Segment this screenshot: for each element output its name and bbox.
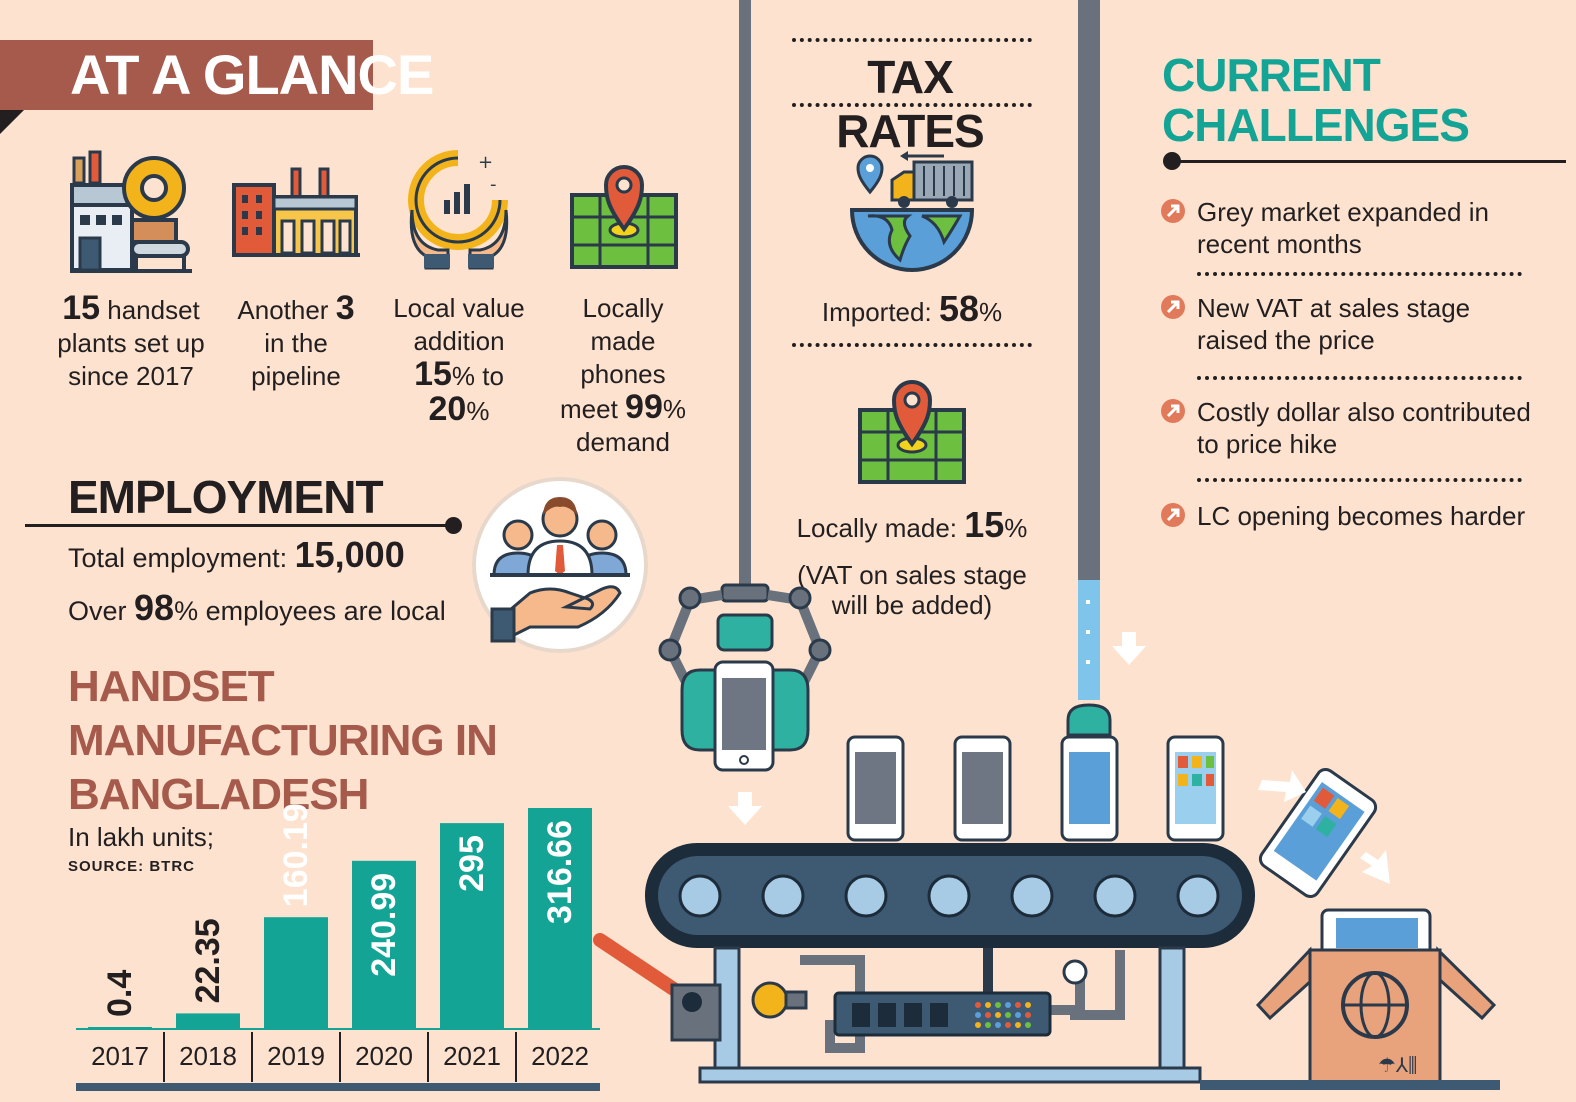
tax-rates-title: TAX RATES: [836, 51, 985, 157]
arrow-bullet-icon: [1161, 199, 1185, 223]
stat-plants: 15 handset plants set up since 2017: [57, 289, 205, 391]
challenges-title-line: CURRENT: [1162, 49, 1381, 101]
employment-rule: [25, 524, 455, 527]
challenge-divider: [1197, 272, 1522, 276]
growth-chart-hands-icon: + -: [408, 150, 509, 270]
tax-divider: [792, 343, 1032, 347]
handset-chart-title: HANDSET MANUFACTURING IN BANGLADESH: [68, 660, 498, 822]
challenges-title-line: CHALLENGES: [1162, 99, 1470, 151]
tax-divider: [792, 103, 1032, 107]
challenges-rule-dot: [1163, 152, 1181, 170]
at-a-glance-title: AT A GLANCE: [70, 43, 434, 106]
chart-category-label: 2018: [179, 1041, 237, 1071]
chart-category-label: 2020: [355, 1041, 413, 1071]
chart-category-label: 2019: [267, 1041, 325, 1071]
tax-locally-made: Locally made: 15%: [796, 504, 1028, 545]
challenge-item: Costly dollar also contributed to price …: [1197, 397, 1531, 459]
arrow-bullet-icon: [1161, 295, 1185, 319]
local-employees: Over 98% employees are local: [68, 587, 446, 628]
handset-title-line: BANGLADESH: [68, 770, 369, 819]
tax-vat-note-line: will be added): [831, 590, 993, 620]
handset-title-line: HANDSET: [68, 662, 275, 711]
chart-category-label: 2017: [91, 1041, 149, 1071]
tax-vat-note: (VAT on sales stage will be added): [792, 560, 1032, 620]
chart-bar: [528, 808, 592, 1029]
challenge-item: Grey market expanded in recent months: [1197, 197, 1489, 259]
tax-vat-note-line: (VAT on sales stage: [797, 560, 1027, 590]
stat-value-addition: Local value addition 15% to 20%: [393, 293, 525, 428]
tax-divider: [792, 38, 1032, 42]
employment-heading: EMPLOYMENT: [68, 471, 384, 523]
map-pin-icon: [858, 380, 966, 484]
chart-value-label: 0.4: [101, 970, 139, 1017]
chart-bar: [352, 860, 416, 1029]
chart-value-label: 22.35: [189, 918, 227, 1003]
svg-text:+: +: [478, 152, 493, 173]
tax-imported: Imported: 58%: [821, 288, 1003, 329]
factory-assembly-illustration: ☂⅄⫼: [593, 0, 1500, 1090]
challenge-divider: [1197, 478, 1522, 482]
chart-bar: [440, 823, 504, 1029]
arrow-bullet-icon: [1161, 399, 1185, 423]
factory-gear-icon: [70, 150, 192, 273]
chart-floor: [76, 1083, 600, 1091]
challenge-item: New VAT at sales stage raised the price: [1197, 293, 1471, 355]
chart-value-label: 240.99: [365, 873, 403, 977]
chart-unit-note: In lakh units;: [68, 822, 214, 852]
stat-pipeline: Another 3 in the pipeline: [237, 289, 355, 391]
challenges-title: CURRENT CHALLENGES: [1162, 49, 1470, 151]
challenge-divider: [1197, 376, 1522, 380]
factory-icon: [232, 167, 360, 257]
svg-text:-: -: [490, 174, 497, 195]
globe-truck-icon: [849, 151, 975, 272]
at-a-glance-banner: [0, 40, 373, 110]
chart-category-label: 2021: [443, 1041, 501, 1071]
stat-demand: Locally made phones meet 99% demand: [560, 293, 686, 457]
total-employment: Total employment: 15,000: [68, 534, 405, 575]
handset-bar-chart: 0.4 2017 22.35 2018 160.19 2019 240.99 2020 295 2…: [76, 803, 600, 1091]
banner-fold: [0, 110, 24, 134]
chart-source: SOURCE: BTRC: [68, 858, 195, 875]
svg-text:☂⅄⫼: ☂⅄⫼: [1378, 1053, 1417, 1077]
employees-hand-icon: [472, 477, 648, 653]
chart-value-label: 295: [453, 835, 491, 892]
chart-value-label: 160.19: [277, 803, 315, 907]
employment-rule-dot: [445, 517, 462, 534]
map-pin-icon: [570, 165, 678, 269]
challenges-rule: [1170, 160, 1566, 163]
challenge-item: LC opening becomes harder: [1197, 501, 1526, 531]
chart-bar: [264, 917, 328, 1029]
chart-category-label: 2022: [531, 1041, 589, 1071]
chart-bar: [176, 1013, 240, 1029]
chart-value-label: 316.66: [541, 820, 579, 924]
arrow-bullet-icon: [1161, 503, 1185, 527]
handset-title-line: MANUFACTURING IN: [68, 716, 498, 765]
